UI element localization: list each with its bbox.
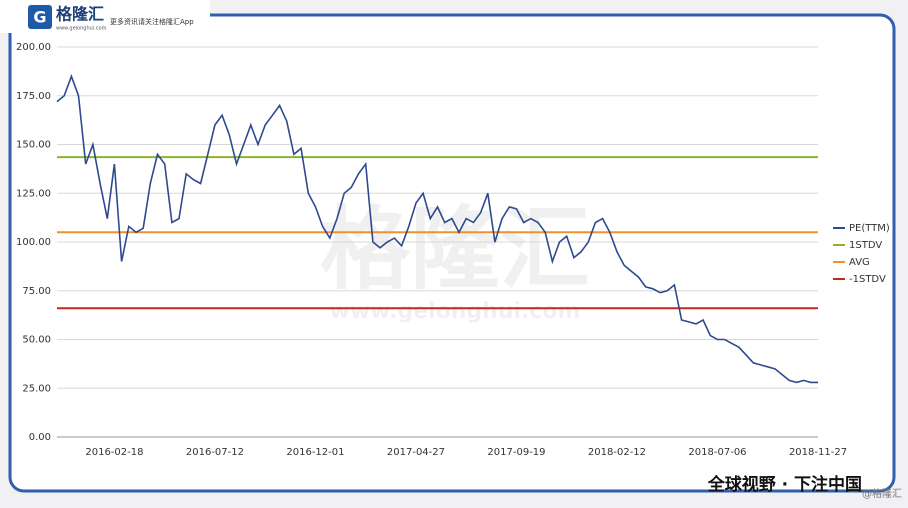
x-tick-label: 2018-07-06 bbox=[688, 447, 746, 458]
x-tick-label: 2017-04-27 bbox=[387, 447, 445, 458]
y-tick-label: 200.00 bbox=[16, 42, 51, 53]
slogan: 更多资讯请关注格隆汇App bbox=[110, 17, 194, 26]
y-tick-label: 125.00 bbox=[16, 188, 51, 199]
legend-label: -1STDV bbox=[849, 274, 886, 285]
legend-label: AVG bbox=[849, 257, 870, 268]
y-tick-label: 100.00 bbox=[16, 237, 51, 248]
x-tick-label: 2016-02-18 bbox=[85, 447, 143, 458]
logo-icon bbox=[28, 5, 52, 29]
y-tick-label: 150.00 bbox=[16, 140, 51, 151]
logo-text: 格隆汇 bbox=[56, 5, 104, 24]
x-tick-label: 2016-12-01 bbox=[286, 447, 344, 458]
x-tick-label: 2016-07-12 bbox=[186, 447, 244, 458]
logo-icon-letter: G bbox=[33, 8, 46, 27]
y-tick-label: 0.00 bbox=[29, 432, 51, 443]
legend-label: PE(TTM) bbox=[849, 223, 890, 234]
y-tick-label: 50.00 bbox=[22, 335, 51, 346]
watermark-logo: 格隆汇 bbox=[320, 197, 590, 302]
x-tick-label: 2018-02-12 bbox=[588, 447, 646, 458]
x-tick-label: 2018-11-27 bbox=[789, 447, 847, 458]
frame bbox=[8, 13, 896, 493]
y-tick-label: 25.00 bbox=[22, 383, 51, 394]
y-tick-label: 175.00 bbox=[16, 91, 51, 102]
tagline: 全球视野 · 下注中国 bbox=[707, 474, 862, 495]
logo-site: www.gelonghui.com bbox=[56, 26, 107, 32]
pe-line bbox=[56, 73, 818, 384]
watermark-site: www.gelonghui.com bbox=[330, 299, 581, 324]
legend-label: 1STDV bbox=[849, 240, 882, 251]
credit: @格隆汇 bbox=[862, 487, 902, 500]
x-tick-label: 2017-09-19 bbox=[487, 447, 545, 458]
y-tick-label: 75.00 bbox=[22, 286, 51, 297]
plot: 0.00 25.00 50.00 75.00 100.00 125.00 150.00 175… bbox=[16, 42, 890, 458]
